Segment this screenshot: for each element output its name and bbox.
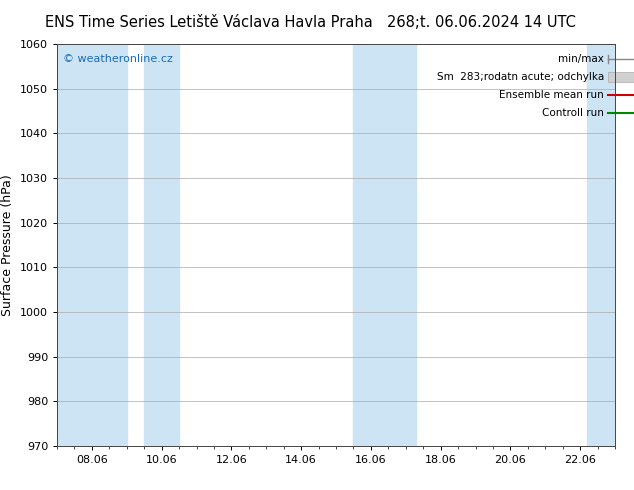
Text: min/max: min/max — [558, 54, 604, 64]
Text: Ensemble mean run: Ensemble mean run — [499, 90, 604, 100]
Bar — [587, 44, 618, 446]
Text: ENS Time Series Letiště Václava Havla Praha: ENS Time Series Letiště Václava Havla Pr… — [46, 15, 373, 30]
Y-axis label: Surface Pressure (hPa): Surface Pressure (hPa) — [1, 174, 15, 316]
Bar — [145, 44, 179, 446]
Bar — [354, 44, 417, 446]
Bar — [608, 72, 634, 82]
Text: 268;t. 06.06.2024 14 UTC: 268;t. 06.06.2024 14 UTC — [387, 15, 576, 30]
Bar — [53, 44, 127, 446]
Text: Sm  283;rodatn acute; odchylka: Sm 283;rodatn acute; odchylka — [437, 72, 604, 82]
Text: Controll run: Controll run — [542, 108, 604, 119]
Text: © weatheronline.cz: © weatheronline.cz — [63, 54, 172, 64]
